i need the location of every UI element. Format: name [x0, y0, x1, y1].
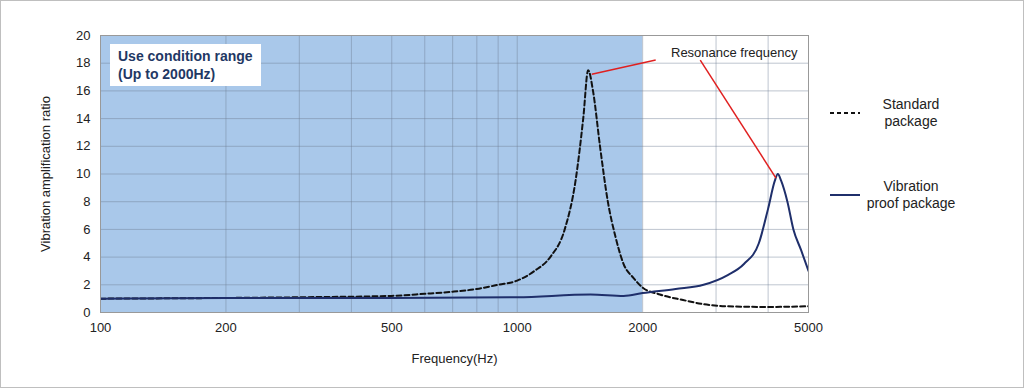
- svg-text:100: 100: [90, 320, 112, 335]
- svg-text:Resonance frequency: Resonance frequency: [671, 45, 798, 60]
- svg-text:20: 20: [76, 28, 90, 43]
- svg-text:0: 0: [83, 305, 90, 320]
- svg-text:6: 6: [83, 222, 90, 237]
- svg-text:12: 12: [76, 138, 90, 153]
- svg-text:10: 10: [76, 166, 90, 181]
- svg-text:18: 18: [76, 55, 90, 70]
- svg-text:14: 14: [76, 111, 90, 126]
- svg-text:200: 200: [215, 320, 237, 335]
- svg-text:1000: 1000: [503, 320, 532, 335]
- svg-text:Frequency(Hz): Frequency(Hz): [412, 351, 498, 366]
- svg-text:Vibration amplification ratio: Vibration amplification ratio: [38, 96, 53, 252]
- html-text:Vibration proof package: Vibration proof package: [866, 178, 956, 211]
- html-text:(Up to 2000Hz): (Up to 2000Hz): [118, 66, 216, 82]
- html-text:Use condition range: Use condition range: [118, 48, 253, 64]
- svg-text:5000: 5000: [794, 320, 823, 335]
- svg-text:16: 16: [76, 83, 90, 98]
- svg-text:2000: 2000: [628, 320, 657, 335]
- svg-text:500: 500: [381, 320, 403, 335]
- svg-text:4: 4: [83, 249, 90, 264]
- svg-text:2: 2: [83, 277, 90, 292]
- svg-text:8: 8: [83, 194, 90, 209]
- html-text:Standard package: Standard package: [882, 96, 940, 129]
